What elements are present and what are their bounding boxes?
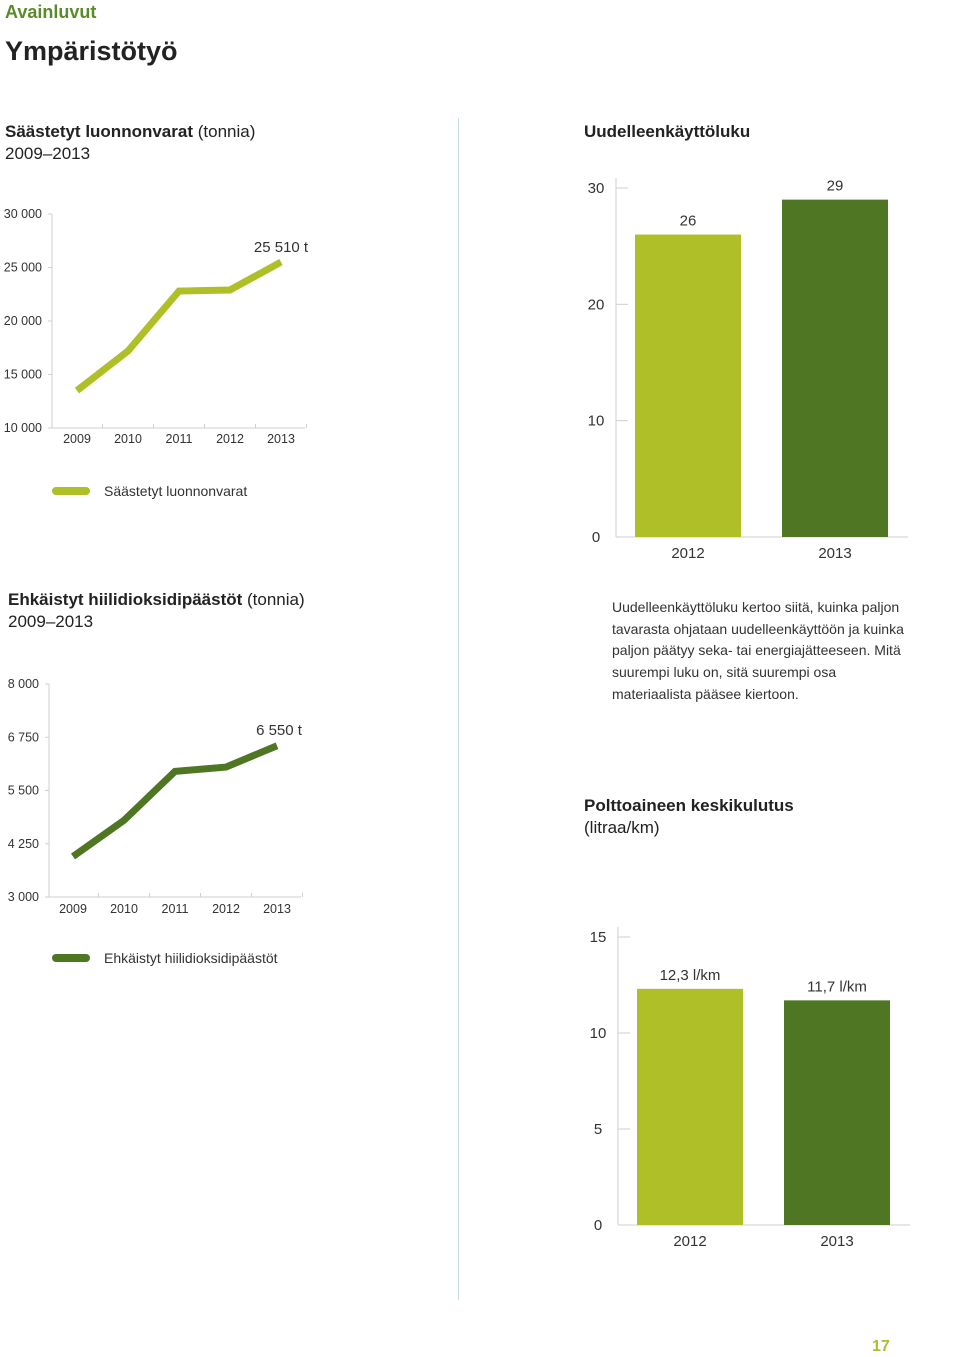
saved-x-tick-label: 2009	[63, 432, 91, 446]
saved-y-tick-label: 10 000	[4, 421, 42, 435]
saved-y-tick-label: 30 000	[4, 207, 42, 221]
fuel-data-label-2013: 11,7 l/km	[807, 978, 867, 995]
reuse-y-tick-label: 10	[588, 413, 605, 430]
fuel-chart-title: Polttoaineen keskikulutus (litraa/km)	[584, 795, 794, 839]
fuel-bar-2013	[784, 1000, 890, 1225]
reuse-data-label-2012: 26	[680, 213, 697, 230]
co2-chart-subtitle: 2009–2013	[8, 612, 94, 631]
reuse-y-tick-label: 20	[588, 296, 605, 313]
saved-y-tick-label: 25 000	[4, 261, 42, 275]
co2-x-tick-label: 2012	[212, 902, 240, 916]
co2-y-tick-label: 3 000	[8, 890, 39, 904]
co2-chart-title-unit: (tonnia)	[247, 590, 305, 609]
saved-chart-title-main: Säästetyt luonnonvarat	[5, 122, 193, 141]
reuse-data-label-2013: 29	[827, 178, 844, 195]
page-title: Ympäristötyö	[5, 36, 178, 66]
saved-x-tick-label: 2010	[114, 432, 142, 446]
reuse-y-tick-label: 30	[588, 180, 605, 197]
fuel-x-tick-label: 2012	[673, 1233, 706, 1250]
fuel-x-tick-label: 2013	[820, 1233, 853, 1250]
fuel-y-tick-label: 5	[594, 1121, 602, 1138]
saved-y-tick-label: 20 000	[4, 314, 42, 328]
saved-y-tick-label: 15 000	[4, 368, 42, 382]
reuse-bar-2012	[635, 234, 741, 538]
reuse-chart-title: Uudelleenkäyttöluku	[584, 121, 750, 143]
fuel-chart-title-unit: (litraa/km)	[584, 818, 660, 837]
section-label: Avainluvut	[5, 2, 97, 22]
fuel-bar-2012	[637, 988, 743, 1225]
co2-x-tick-label: 2009	[59, 902, 87, 916]
reuse-bar-2013	[782, 199, 888, 537]
page-number: 17	[872, 1338, 890, 1355]
reuse-chart-title-main: Uudelleenkäyttöluku	[584, 122, 751, 141]
co2-chart-title: Ehkäistyt hiilidioksidipäästöt (tonnia) …	[8, 589, 305, 633]
co2-x-tick-label: 2013	[263, 902, 291, 916]
saved-legend-label: Säästetyt luonnonvarat	[104, 483, 248, 499]
reuse-x-tick-label: 2013	[818, 545, 851, 562]
saved-annotation: 25 510 t	[254, 239, 309, 256]
column-divider	[458, 118, 459, 1300]
co2-legend-swatch	[52, 954, 90, 962]
saved-chart-title-unit: (tonnia)	[197, 122, 256, 141]
fuel-y-tick-label: 15	[590, 929, 607, 946]
saved-x-tick-label: 2011	[166, 432, 193, 446]
fuel-y-tick-label: 0	[594, 1217, 602, 1234]
co2-y-tick-label: 4 250	[8, 837, 39, 851]
co2-y-tick-label: 6 750	[8, 730, 39, 744]
co2-y-tick-label: 8 000	[8, 677, 39, 691]
co2-y-tick-label: 5 500	[8, 784, 39, 798]
fuel-chart-title-main: Polttoaineen keskikulutus	[584, 796, 794, 815]
saved-x-tick-label: 2013	[267, 432, 295, 446]
saved-x-tick-label: 2012	[216, 432, 244, 446]
saved-chart-title: Säästetyt luonnonvarat (tonnia) 2009–201…	[5, 121, 255, 165]
co2-x-tick-label: 2011	[162, 902, 189, 916]
reuse-y-tick-label: 0	[592, 529, 600, 546]
saved-legend-swatch	[52, 487, 90, 495]
reuse-description: Uudelleenkäyttöluku kertoo siitä, kuinka…	[612, 599, 904, 702]
co2-annotation: 6 550 t	[256, 722, 303, 739]
co2-legend-label: Ehkäistyt hiilidioksidipäästöt	[104, 950, 278, 966]
co2-chart-title-main: Ehkäistyt hiilidioksidipäästöt	[8, 590, 243, 609]
co2-x-tick-label: 2010	[110, 902, 138, 916]
saved-chart-subtitle: 2009–2013	[5, 144, 91, 163]
fuel-y-tick-label: 10	[590, 1025, 607, 1042]
fuel-data-label-2012: 12,3 l/km	[660, 967, 721, 984]
reuse-x-tick-label: 2012	[671, 545, 704, 562]
